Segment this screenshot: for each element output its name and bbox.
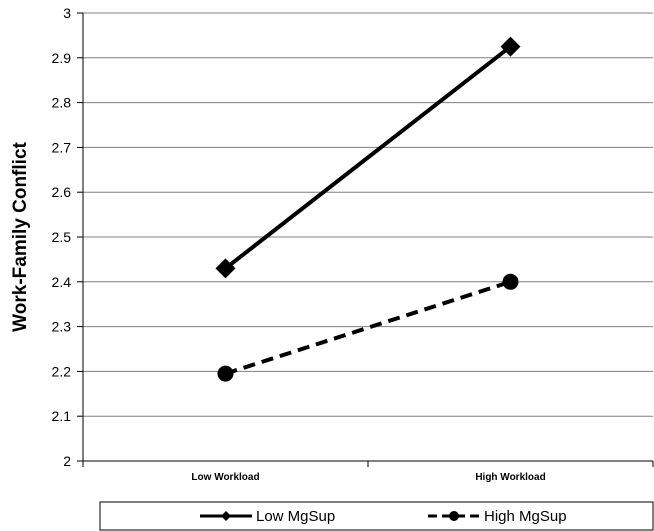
data-point — [500, 36, 521, 57]
y-tick-label: 2.5 — [52, 229, 72, 245]
series-low-mgsup — [215, 36, 521, 279]
data-point — [221, 511, 231, 521]
series-line — [224, 279, 512, 376]
y-tick-label: 2.8 — [52, 95, 72, 111]
data-point — [215, 258, 236, 279]
data-point — [449, 511, 459, 521]
y-axis-title: Work-Family Conflict — [10, 141, 31, 331]
data-point — [502, 273, 519, 290]
series-high-mgsup — [217, 273, 519, 382]
legend-entry: High MgSup — [428, 508, 567, 525]
legend-label: High MgSup — [484, 508, 567, 525]
y-tick-label: 2.7 — [52, 139, 72, 155]
y-tick-label: 2.4 — [52, 274, 72, 290]
series-layer — [215, 36, 521, 382]
y-tick-label: 2 — [63, 453, 71, 469]
legend-entry: Low MgSup — [200, 508, 335, 525]
legend-box — [99, 501, 654, 531]
data-point — [217, 365, 234, 382]
x-category-labels: Low Workload High Workload — [191, 472, 545, 483]
gridlines — [83, 12, 653, 417]
y-tick-labels: 2 2.1 2.2 2.3 2.4 2.5 2.6 2.7 2.8 2.9 3 — [52, 5, 72, 469]
axes — [77, 12, 654, 467]
series-line — [224, 45, 512, 270]
x-category-label: Low Workload — [191, 472, 259, 483]
legend: Low MgSup High MgSup — [99, 501, 654, 531]
y-tick-label: 2.2 — [52, 363, 72, 379]
legend-label: Low MgSup — [256, 508, 335, 525]
y-tick-label: 2.1 — [52, 408, 72, 424]
y-tick-label: 2.9 — [52, 50, 72, 66]
y-tick-label: 3 — [63, 5, 71, 21]
y-tick-label: 2.6 — [52, 184, 72, 200]
y-tick-label: 2.3 — [52, 319, 72, 335]
x-category-label: High Workload — [475, 472, 545, 483]
